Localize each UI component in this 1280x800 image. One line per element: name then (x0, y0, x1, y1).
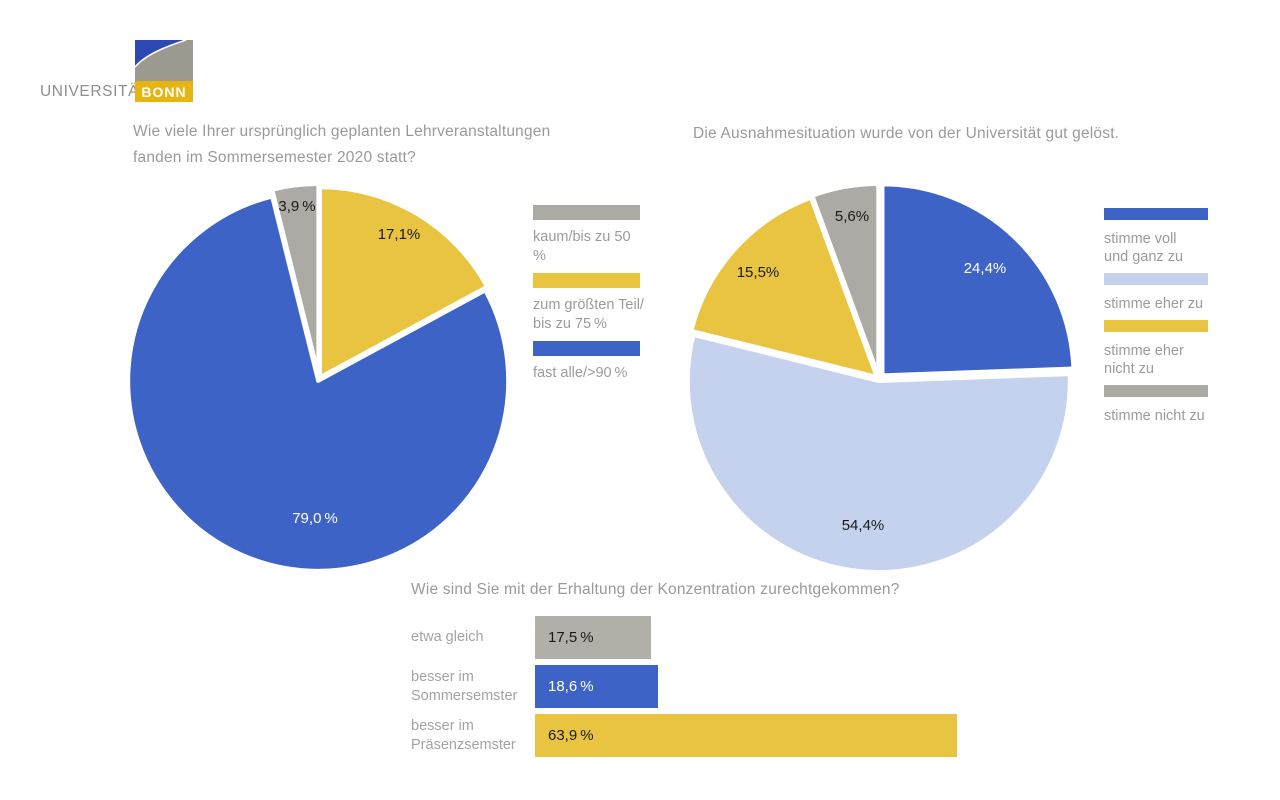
logo-mark-curve-divider (135, 40, 187, 68)
bar-track: 17,5 % (535, 616, 651, 659)
pie-slice-label: 3,9 % (278, 198, 315, 215)
legend-label: stimme eher nicht zu (1104, 343, 1184, 377)
logo-mark-blue-curve (135, 40, 186, 67)
legend-item: stimme eher zu (1104, 273, 1212, 320)
pie-chart-ausnahmesituation: 24,4% 54,4% 15,5% 5,6% (679, 173, 1079, 585)
legend-swatch (1104, 273, 1208, 285)
pie-chart-lehrveranstaltungen: 17,1% 79,0 % 3,9 % (119, 173, 519, 585)
pie-slice (810, 182, 881, 378)
pie-slice (270, 182, 321, 377)
logo-bonn-box: BONN (135, 81, 193, 102)
legend-label: stimme eher zu (1104, 296, 1204, 312)
bar-value-label: 63,9 % (548, 727, 594, 744)
pie-slice-label: 17,1% (378, 226, 421, 243)
pie1-svg: 17,1% 79,0 % 3,9 % (126, 182, 511, 573)
bar: 63,9 % (535, 714, 957, 757)
bar-value-label: 18,6 % (548, 678, 594, 695)
legend-swatch (1104, 208, 1208, 220)
legend-label: stimme nicht zu (1104, 408, 1205, 424)
bar-chart-title: Wie sind Sie mit der Erhaltung der Konze… (411, 581, 900, 598)
pie-slice (689, 195, 879, 379)
legend-swatch (1104, 385, 1208, 397)
bar-track: 18,6 % (535, 665, 658, 708)
legend-label: zum größten Teil/ bis zu 75 % (533, 297, 644, 332)
legend-swatch (1104, 320, 1208, 332)
pie-slice-label: 79,0 % (292, 510, 338, 527)
bar-row: besser im Sommersemster 18,6 % (411, 665, 957, 708)
legend-item: fast alle/>90 % (533, 341, 645, 390)
pie-slice (126, 194, 511, 573)
pie-slice-label: 15,5% (737, 264, 780, 281)
pie-slice-label: 54,4% (842, 517, 885, 534)
legend-item: kaum/bis zu 50 % (533, 205, 645, 273)
pie1-title: Wie viele Ihrer ursprünglich geplanten L… (133, 123, 551, 166)
logo-bonn-text: BONN (141, 83, 187, 100)
legend-label: fast alle/>90 % (533, 365, 628, 381)
legend-item: stimme nicht zu (1104, 385, 1212, 432)
logo-wordmark: UNIVERSITÄT (40, 83, 150, 100)
legend-swatch (533, 273, 640, 288)
legend-label: stimme voll und ganz zu (1104, 231, 1184, 265)
bar: 18,6 % (535, 665, 658, 708)
legend-swatch (533, 205, 640, 220)
legend-item: stimme eher nicht zu (1104, 320, 1212, 385)
uni-bonn-logo-mark-icon (135, 40, 193, 81)
legend-item: stimme voll und ganz zu (1104, 208, 1212, 273)
bar-value-label: 17,5 % (548, 629, 594, 646)
pie-slice-label: 5,6% (835, 208, 869, 225)
bar-chart-konzentration: etwa gleich 17,5 % besser im Sommersemster… (411, 616, 957, 763)
legend-item: zum größten Teil/ bis zu 75 % (533, 273, 645, 341)
bar: 17,5 % (535, 616, 651, 659)
pie-slice (685, 332, 1072, 574)
bar-row: etwa gleich 17,5 % (411, 616, 957, 659)
bar-category-label: etwa gleich (411, 629, 484, 645)
pie-slice (318, 185, 490, 380)
pie2-svg: 24,4% 54,4% 15,5% 5,6% (685, 182, 1076, 574)
uni-bonn-logo: UNIVERSITÄT BONN (40, 40, 210, 104)
legend-swatch (533, 341, 640, 356)
legend-label: kaum/bis zu 50 % (533, 229, 634, 264)
pie-slice-label: 24,4% (964, 260, 1007, 277)
bar-category-label: besser im Sommersemster (411, 668, 518, 704)
pie2-title: Die Ausnahmesituation wurde von der Univ… (693, 125, 1120, 142)
pie1-legend: kaum/bis zu 50 % zum größten Teil/ bis zu… (533, 205, 645, 390)
bar-row: besser im Präsenzsemster 63,9 % (411, 714, 957, 757)
bar-category-label: besser im Präsenzsemster (411, 717, 516, 753)
pie-slice (880, 182, 1076, 378)
pie2-legend: stimme voll und ganz zu stimme eher zu sti… (1104, 208, 1212, 432)
bar-track: 63,9 % (535, 714, 957, 757)
